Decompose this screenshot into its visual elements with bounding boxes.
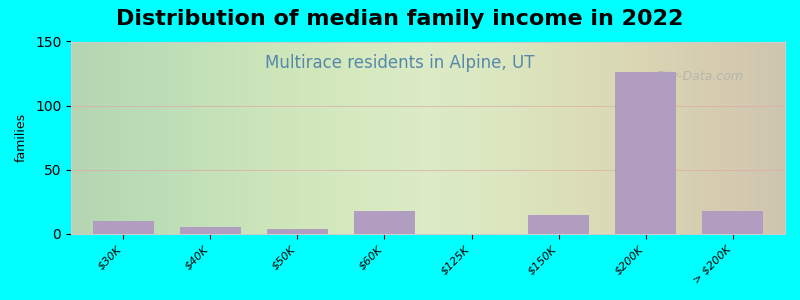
Text: Distribution of median family income in 2022: Distribution of median family income in … bbox=[116, 9, 684, 29]
Bar bbox=[180, 227, 241, 234]
Bar bbox=[93, 221, 154, 234]
Bar bbox=[702, 211, 763, 234]
Bar bbox=[354, 211, 415, 234]
Bar bbox=[354, 211, 415, 234]
Bar bbox=[180, 227, 241, 234]
Y-axis label: families: families bbox=[15, 113, 28, 162]
Text: City-Data.com: City-Data.com bbox=[655, 70, 744, 83]
Bar bbox=[615, 72, 676, 234]
Bar bbox=[615, 72, 676, 234]
Text: Multirace residents in Alpine, UT: Multirace residents in Alpine, UT bbox=[266, 54, 534, 72]
Bar bbox=[93, 221, 154, 234]
Bar bbox=[267, 229, 328, 234]
Bar bbox=[528, 214, 589, 234]
Bar bbox=[267, 229, 328, 234]
Bar bbox=[702, 211, 763, 234]
Bar bbox=[528, 214, 589, 234]
